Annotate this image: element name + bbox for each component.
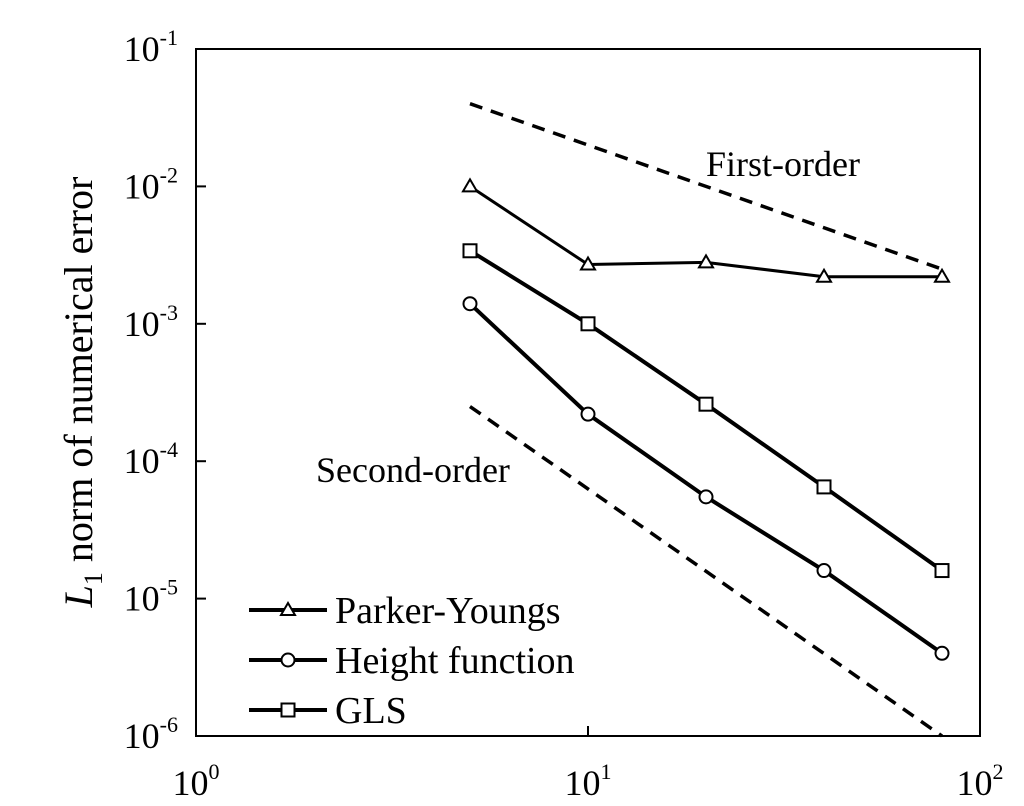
x-tick-label: 102 (957, 759, 1004, 803)
y-axis-label: L1 norm of numerical error (56, 177, 108, 609)
reference-lines (468, 102, 944, 738)
y-axis: 10-6 10-5 10-4 10-3 10-2 10-1 (124, 25, 206, 756)
y-axis-label-subscript: 1 (79, 572, 108, 585)
data-point-gls (934, 563, 950, 579)
legend-marker-gls (280, 702, 296, 718)
y-tick-label: 10-2 (124, 162, 178, 206)
annotations: First-order Second-order (316, 144, 860, 490)
data-point-gls (462, 243, 478, 259)
legend-marker-height-function (280, 652, 296, 668)
legend-label-gls: GLS (335, 690, 407, 732)
data-point-height-function (816, 563, 832, 579)
x-tick-label: 100 (173, 759, 220, 803)
y-axis-label-prefix: L (56, 585, 101, 608)
data-point-parker-youngs (933, 267, 951, 283)
legend-label-parker-youngs: Parker-Youngs (335, 590, 561, 632)
data-point-height-function (462, 296, 478, 312)
data-point-parker-youngs (815, 267, 833, 283)
x-axis: 100 101 102 (173, 726, 1004, 803)
data-point-parker-youngs (461, 177, 479, 193)
data-point-height-function (934, 645, 950, 661)
y-tick-label: 10-1 (124, 25, 178, 69)
legend: Parker-Youngs Height function GLS (249, 590, 575, 732)
y-axis-label-rest: norm of numerical error (56, 177, 101, 572)
second-order-label: Second-order (316, 450, 510, 490)
legend-marker-parker-youngs (279, 601, 297, 616)
y-tick-label: 10-3 (124, 300, 178, 344)
data-point-gls (816, 479, 832, 495)
data-point-height-function (580, 406, 596, 422)
x-tick-label: 101 (565, 759, 612, 803)
first-order-label: First-order (706, 144, 860, 184)
series-markers (461, 177, 951, 661)
y-tick-label: 10-5 (124, 575, 178, 619)
plot-area-frame (195, 48, 981, 737)
data-point-parker-youngs (697, 253, 715, 269)
y-tick-label: 10-4 (124, 437, 178, 481)
reference-line-second-order (468, 405, 944, 738)
data-point-parker-youngs (579, 255, 597, 271)
reference-line-first-order (469, 102, 943, 271)
legend-label-height-function: Height function (335, 640, 575, 682)
data-point-height-function (698, 489, 714, 505)
data-point-gls (698, 396, 714, 412)
y-tick-label: 10-6 (124, 712, 178, 756)
data-point-gls (580, 316, 596, 332)
